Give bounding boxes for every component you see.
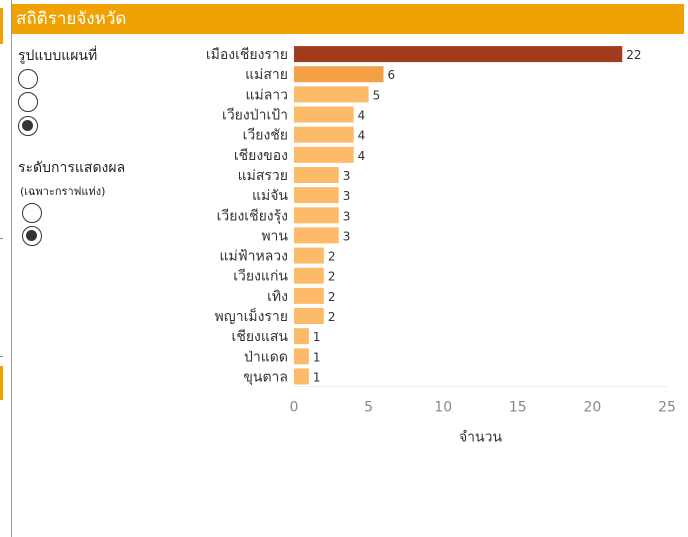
category-label: เชียงแสน [232,329,289,345]
category-label: แม่ฟ้าหลวง [219,249,288,265]
value-label: 3 [343,209,351,223]
display-level-radio-1[interactable] [22,203,42,223]
bar [294,46,623,63]
panel-header: สถิติรายจังหวัด [12,4,684,34]
bar [294,106,354,123]
side-tab-indicator-lower [0,366,3,400]
map-style-title: รูปแบบแผนที่ [18,48,98,64]
bar [294,267,324,284]
category-label: แม่จัน [252,188,288,204]
value-label: 2 [328,270,336,284]
category-label: เมืองเชียงราย [206,47,288,63]
side-tick [0,356,3,357]
category-label: เวียงป่าเป้า [222,108,288,124]
x-tick-label: 5 [364,400,373,416]
category-label: เทิง [267,289,288,305]
side-tab-indicator [0,8,3,44]
x-tick-label: 10 [434,400,452,416]
category-label: เชียงของ [234,148,288,164]
bar [294,187,339,204]
frame-border [11,0,12,537]
bar [294,368,309,385]
value-label: 2 [328,310,336,324]
category-label: แม่สรวย [238,168,288,184]
value-label: 5 [373,88,381,102]
display-level-radio-2[interactable] [22,226,42,246]
value-label: 1 [313,350,321,364]
value-label: 3 [343,169,351,183]
value-label: 4 [358,109,366,123]
bar [294,287,324,304]
bar [294,126,354,143]
bar [294,66,384,83]
bar [294,348,309,365]
value-label: 3 [343,229,351,243]
value-label: 2 [328,290,336,304]
x-tick-label: 25 [658,400,676,416]
side-tick [0,238,3,239]
panel-title: สถิติรายจังหวัด [16,9,127,29]
bar [294,227,339,244]
category-label: ขุนตาล [243,369,288,385]
category-label: เวียงชัย [243,128,288,144]
value-label: 2 [328,250,336,264]
category-label: เวียงแก่น [233,269,288,285]
display-level-title: ระดับการแสดงผล [18,160,126,176]
bar [294,207,339,224]
bar [294,166,339,183]
value-label: 1 [313,330,321,344]
value-label: 4 [358,129,366,143]
category-label: แม่สาย [245,67,288,83]
value-label: 1 [313,370,321,384]
bar [294,328,309,345]
map-style-radio-3[interactable] [18,116,38,136]
category-label: ป่าแดด [244,349,288,365]
category-label: แม่ลาว [245,87,288,103]
value-label: 4 [358,149,366,163]
x-tick-label: 0 [290,400,299,416]
value-label: 22 [626,48,641,62]
category-label: พญาเม็งราย [215,307,288,325]
map-style-radio-2[interactable] [18,92,38,112]
x-axis-title: จำนวน [459,430,502,446]
x-tick-label: 15 [509,400,527,416]
bar [294,308,324,325]
x-tick-label: 20 [583,400,601,416]
value-label: 6 [388,68,396,82]
bar [294,247,324,264]
value-label: 3 [343,189,351,203]
display-level-subtitle: (เฉพาะกราฟแท่ง) [20,185,106,198]
bar [294,146,354,163]
map-style-radio-1[interactable] [18,69,38,89]
category-label: พาน [261,228,288,244]
category-label: เวียงเชียงรุ้ง [217,208,288,224]
bar [294,86,369,103]
